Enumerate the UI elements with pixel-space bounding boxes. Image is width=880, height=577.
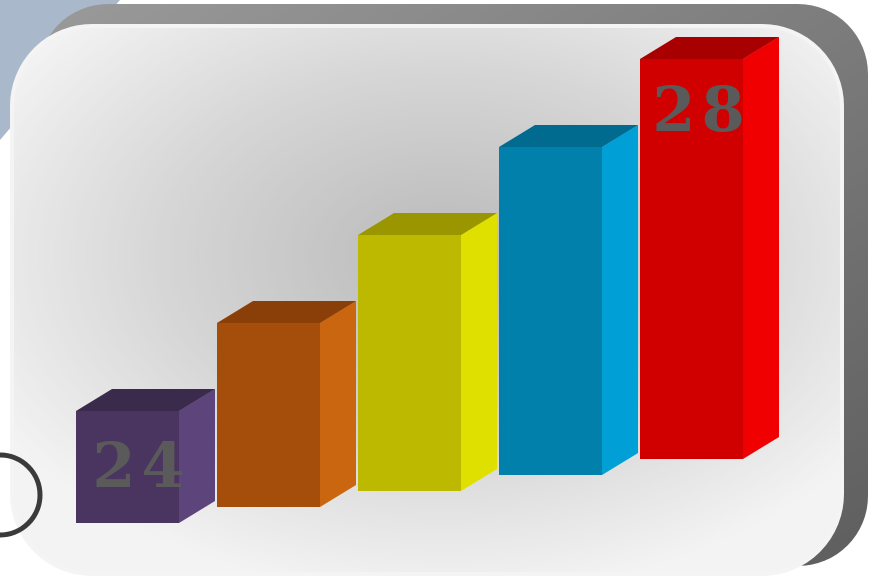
bar-4: [640, 37, 779, 459]
data-label-0: 24: [92, 429, 190, 502]
bar-top-3: [499, 125, 638, 147]
bar-top-0: [76, 389, 215, 411]
bars-group: [76, 37, 779, 523]
bar-0: [76, 389, 215, 523]
bar-3: [499, 125, 638, 475]
bar-1: [217, 301, 356, 507]
bar-side-3: [602, 125, 638, 475]
bar-2: [358, 213, 497, 491]
bar-front-4: [640, 59, 743, 459]
edge-ornament: [0, 452, 43, 538]
bar-side-2: [461, 213, 497, 491]
bar-front-3: [499, 147, 602, 475]
bar-front-0: [76, 411, 179, 523]
bar-side-0: [179, 389, 215, 523]
bar-top-2: [358, 213, 497, 235]
bar-front-1: [217, 323, 320, 507]
bar-side-1: [320, 301, 356, 507]
bar-side-4: [743, 37, 779, 459]
data-labels-group: 24 28: [92, 73, 750, 502]
bar-top-4: [640, 37, 779, 59]
bar-front-2: [358, 235, 461, 491]
bar-top-1: [217, 301, 356, 323]
data-label-4: 28: [652, 73, 750, 146]
